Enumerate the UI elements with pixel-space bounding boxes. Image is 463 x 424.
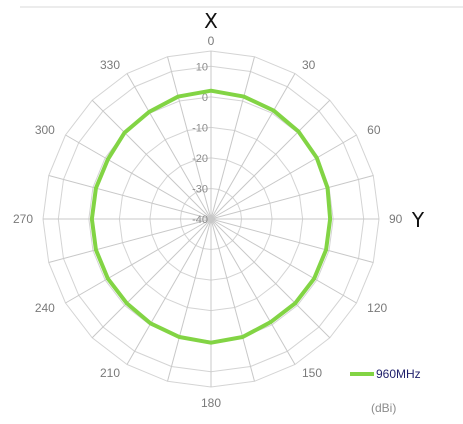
angle-label-0: 0 bbox=[208, 34, 215, 48]
spoke-150 bbox=[210, 218, 296, 365]
data-point bbox=[125, 301, 129, 305]
series-layer bbox=[89, 88, 333, 345]
data-point bbox=[209, 89, 213, 93]
angle-label-240: 240 bbox=[35, 301, 55, 315]
data-point bbox=[296, 130, 300, 134]
data-point bbox=[324, 248, 328, 252]
radial-tick-label: 10 bbox=[196, 61, 208, 73]
spoke-345 bbox=[167, 56, 212, 220]
data-point bbox=[94, 248, 98, 252]
data-point bbox=[328, 217, 332, 221]
data-point bbox=[209, 341, 213, 345]
spoke-210 bbox=[126, 218, 212, 365]
angle-label-60: 60 bbox=[367, 123, 381, 137]
angle-label-180: 180 bbox=[201, 396, 221, 410]
angle-label-90: 90 bbox=[389, 212, 403, 226]
data-point bbox=[293, 301, 297, 305]
legend-label-960mhz: 960MHz bbox=[376, 367, 421, 381]
data-point bbox=[312, 277, 316, 281]
radial-tick-label: -30 bbox=[192, 183, 208, 195]
spoke-300 bbox=[65, 134, 212, 220]
radial-tick-label: -10 bbox=[192, 122, 208, 134]
angle-tick-labels: 0 30 60 90 120 150 180 210 240 270 300 330 bbox=[13, 34, 403, 410]
angle-label-210: 210 bbox=[100, 366, 120, 380]
data-point bbox=[106, 157, 110, 161]
data-point bbox=[90, 217, 94, 221]
spoke-255 bbox=[48, 218, 212, 263]
spoke-165 bbox=[210, 218, 255, 382]
unit-label: (dBi) bbox=[371, 401, 396, 415]
spoke-285 bbox=[48, 175, 212, 220]
data-point bbox=[147, 110, 151, 114]
angle-label-30: 30 bbox=[302, 58, 316, 72]
radial-tick-label: 0 bbox=[202, 92, 208, 104]
data-point bbox=[177, 335, 181, 339]
spoke-60 bbox=[210, 134, 357, 220]
spoke-75 bbox=[210, 175, 374, 220]
data-point bbox=[242, 95, 246, 99]
data-point bbox=[272, 109, 276, 113]
angle-label-150: 150 bbox=[302, 366, 322, 380]
data-point bbox=[106, 277, 110, 281]
data-point bbox=[123, 131, 127, 135]
y-axis-letter: Y bbox=[411, 208, 425, 232]
spoke-315 bbox=[91, 99, 212, 220]
data-point bbox=[241, 335, 245, 339]
polar-spokes bbox=[43, 51, 379, 387]
data-point bbox=[176, 95, 180, 99]
angle-label-270: 270 bbox=[13, 212, 33, 226]
spoke-105 bbox=[210, 218, 374, 263]
angle-label-300: 300 bbox=[35, 123, 55, 137]
spoke-330 bbox=[126, 73, 212, 220]
angle-label-330: 330 bbox=[100, 58, 120, 72]
spoke-135 bbox=[210, 218, 331, 339]
data-point bbox=[269, 320, 273, 324]
spoke-225 bbox=[91, 218, 212, 339]
radial-tick-label: -40 bbox=[192, 214, 208, 226]
radial-tick-label: -20 bbox=[192, 153, 208, 165]
spoke-45 bbox=[210, 99, 331, 220]
legend: 960MHz bbox=[350, 367, 421, 381]
data-point bbox=[149, 321, 153, 325]
x-axis-letter: X bbox=[204, 9, 218, 33]
radial-tick-labels: 10 0 -10 -20 -30 -40 bbox=[192, 61, 208, 226]
spoke-15 bbox=[210, 56, 255, 220]
spoke-240 bbox=[65, 218, 212, 304]
spoke-120 bbox=[210, 218, 357, 304]
data-point bbox=[326, 186, 330, 190]
data-point bbox=[315, 156, 319, 160]
spoke-195 bbox=[167, 218, 212, 382]
spoke-30 bbox=[210, 73, 296, 220]
data-point bbox=[94, 186, 98, 190]
angle-label-120: 120 bbox=[367, 301, 387, 315]
